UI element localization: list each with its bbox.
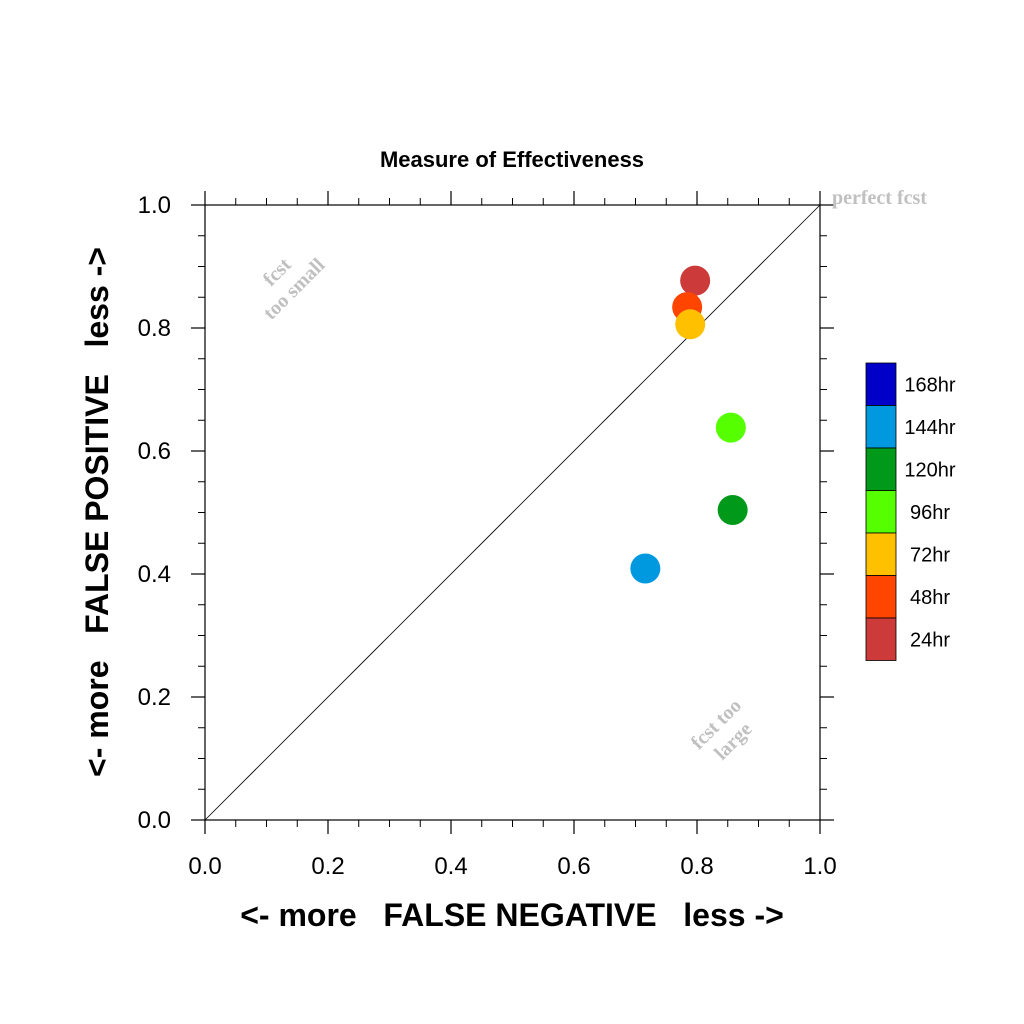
y-tick-labels: 0.0 0.2 0.4 0.6 0.8 1.0 [138,192,171,834]
x-tick-label: 0.6 [557,853,590,880]
major-ticks [191,191,834,834]
point-72hr [675,309,706,340]
legend-label-72hr: 72hr [910,544,950,566]
chart-title: Measure of Effectiveness [380,147,644,172]
legend-swatch-48hr [865,575,897,619]
legend-label-168hr: 168hr [904,374,955,396]
y-tick-label: 1.0 [138,192,171,219]
y-tick-label: 0.4 [138,561,171,588]
y-tick-label: 0.0 [138,807,171,834]
x-tick-label: 0.0 [188,853,221,880]
legend-swatch-168hr [865,362,897,406]
x-tick-label: 0.2 [311,853,344,880]
legend-swatch-144hr [865,405,897,449]
point-96hr [715,412,746,443]
legend-label-144hr: 144hr [904,417,955,439]
y-tick-label: 0.2 [138,684,171,711]
minor-ticks [198,198,827,827]
perfect-forecast-diagonal [204,204,821,821]
legend-swatch-72hr [865,532,897,576]
x-tick-label: 1.0 [803,853,836,880]
x-tick-labels: 0.0 0.2 0.4 0.6 0.8 1.0 [188,853,836,880]
x-axis-label: <- more FALSE NEGATIVE less -> [240,897,784,933]
legend: 168hr 144hr 120hr 96hr 72hr 48hr 24hr [865,362,956,661]
y-axis-label: <- more FALSE POSITIVE less -> [79,247,115,777]
legend-label-24hr: 24hr [910,629,950,651]
legend-swatch-96hr [865,490,897,534]
y-tick-label: 0.6 [138,438,171,465]
perfect-forecast-annotation: perfect fcst [832,187,927,209]
too-small-annotation: fcst too small [259,254,330,325]
y-tick-label: 0.8 [138,315,171,342]
legend-label-96hr: 96hr [910,502,950,524]
data-points [630,265,748,584]
x-tick-label: 0.4 [434,853,467,880]
plot-area [191,191,834,834]
point-120hr [717,495,748,526]
legend-label-120hr: 120hr [904,459,955,481]
legend-swatch-120hr [865,447,897,491]
x-tick-label: 0.8 [680,853,713,880]
legend-swatch-24hr [865,617,897,661]
plot-frame [204,204,821,821]
too-large-annotation: fcst too large [687,695,757,765]
point-24hr [680,265,711,296]
legend-label-48hr: 48hr [910,587,950,609]
point-144hr [630,553,661,584]
